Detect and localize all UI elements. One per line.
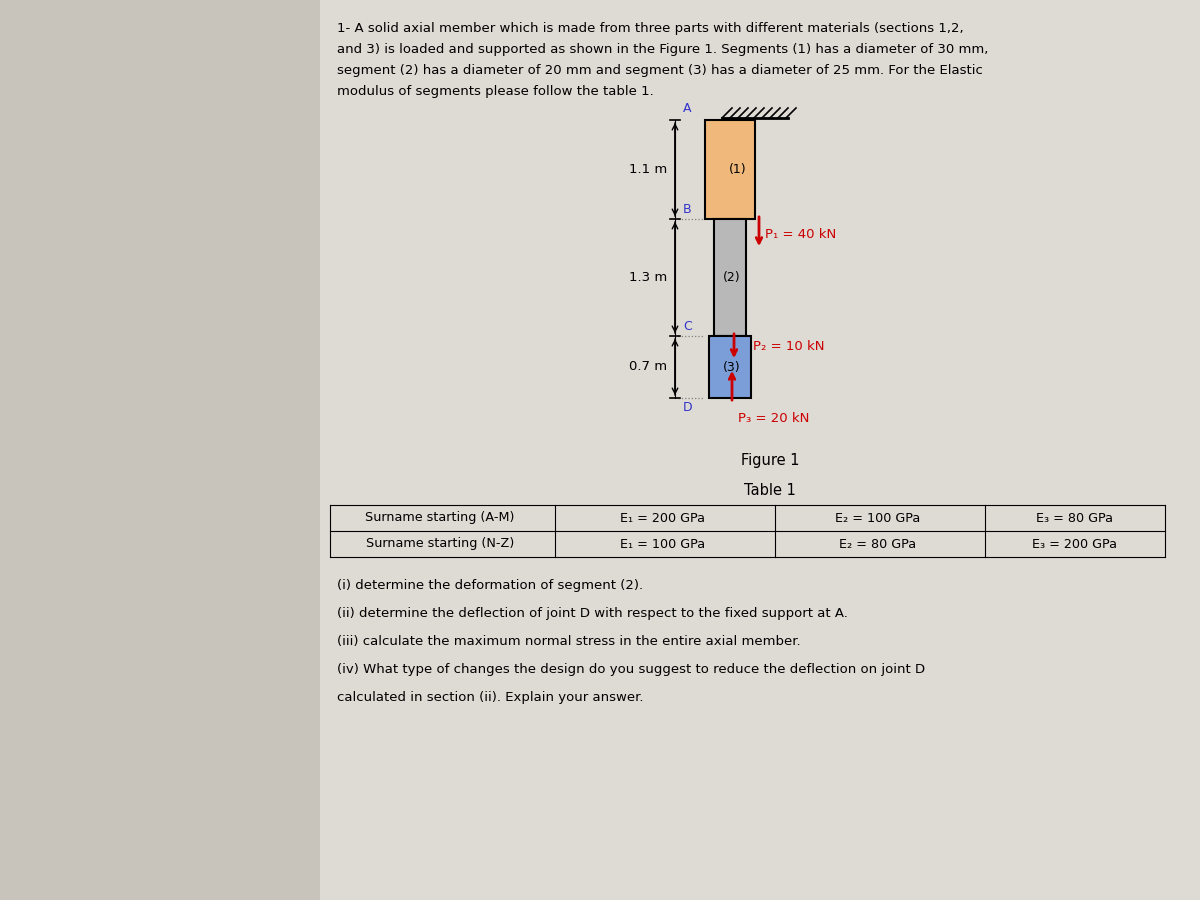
Text: 1.3 m: 1.3 m <box>629 271 667 284</box>
Text: E₃ = 80 GPa: E₃ = 80 GPa <box>1037 511 1114 525</box>
Text: segment (2) has a diameter of 20 mm and segment (3) has a diameter of 25 mm. For: segment (2) has a diameter of 20 mm and … <box>337 64 983 77</box>
Text: E₁ = 100 GPa: E₁ = 100 GPa <box>620 537 706 551</box>
Text: 0.7 m: 0.7 m <box>629 361 667 374</box>
Text: C: C <box>683 320 691 333</box>
Bar <box>714 219 746 336</box>
Text: P₃ = 20 kN: P₃ = 20 kN <box>738 411 809 425</box>
Text: D: D <box>683 401 692 414</box>
Text: and 3) is loaded and supported as shown in the Figure 1. Segments (1) has a diam: and 3) is loaded and supported as shown … <box>337 43 989 56</box>
Text: B: B <box>683 203 691 216</box>
Text: calculated in section (ii). Explain your answer.: calculated in section (ii). Explain your… <box>337 691 643 704</box>
Bar <box>709 336 751 398</box>
Text: (i) determine the deformation of segment (2).: (i) determine the deformation of segment… <box>337 579 643 592</box>
Bar <box>706 120 755 219</box>
Text: Surname starting (N-Z): Surname starting (N-Z) <box>366 537 514 551</box>
Text: E₁ = 200 GPa: E₁ = 200 GPa <box>620 511 706 525</box>
Text: A: A <box>683 102 691 115</box>
Text: (iv) What type of changes the design do you suggest to reduce the deflection on : (iv) What type of changes the design do … <box>337 663 925 676</box>
Text: (3): (3) <box>724 361 740 374</box>
Text: (1): (1) <box>730 163 746 176</box>
Text: Table 1: Table 1 <box>744 483 796 498</box>
Text: 1- A solid axial member which is made from three parts with different materials : 1- A solid axial member which is made fr… <box>337 22 964 35</box>
Text: modulus of segments please follow the table 1.: modulus of segments please follow the ta… <box>337 85 654 98</box>
Text: (ii) determine the deflection of joint D with respect to the fixed support at A.: (ii) determine the deflection of joint D… <box>337 607 848 620</box>
Text: Figure 1: Figure 1 <box>740 453 799 468</box>
Text: P₂ = 10 kN: P₂ = 10 kN <box>754 339 824 353</box>
Text: Surname starting (A-M): Surname starting (A-M) <box>365 511 515 525</box>
Text: E₃ = 200 GPa: E₃ = 200 GPa <box>1032 537 1117 551</box>
Text: (2): (2) <box>724 271 740 284</box>
Text: P₁ = 40 kN: P₁ = 40 kN <box>766 228 836 240</box>
Text: E₂ = 100 GPa: E₂ = 100 GPa <box>835 511 920 525</box>
Text: E₂ = 80 GPa: E₂ = 80 GPa <box>839 537 916 551</box>
Text: (iii) calculate the maximum normal stress in the entire axial member.: (iii) calculate the maximum normal stres… <box>337 635 800 648</box>
Text: 1.1 m: 1.1 m <box>629 163 667 176</box>
Bar <box>320 0 1200 900</box>
